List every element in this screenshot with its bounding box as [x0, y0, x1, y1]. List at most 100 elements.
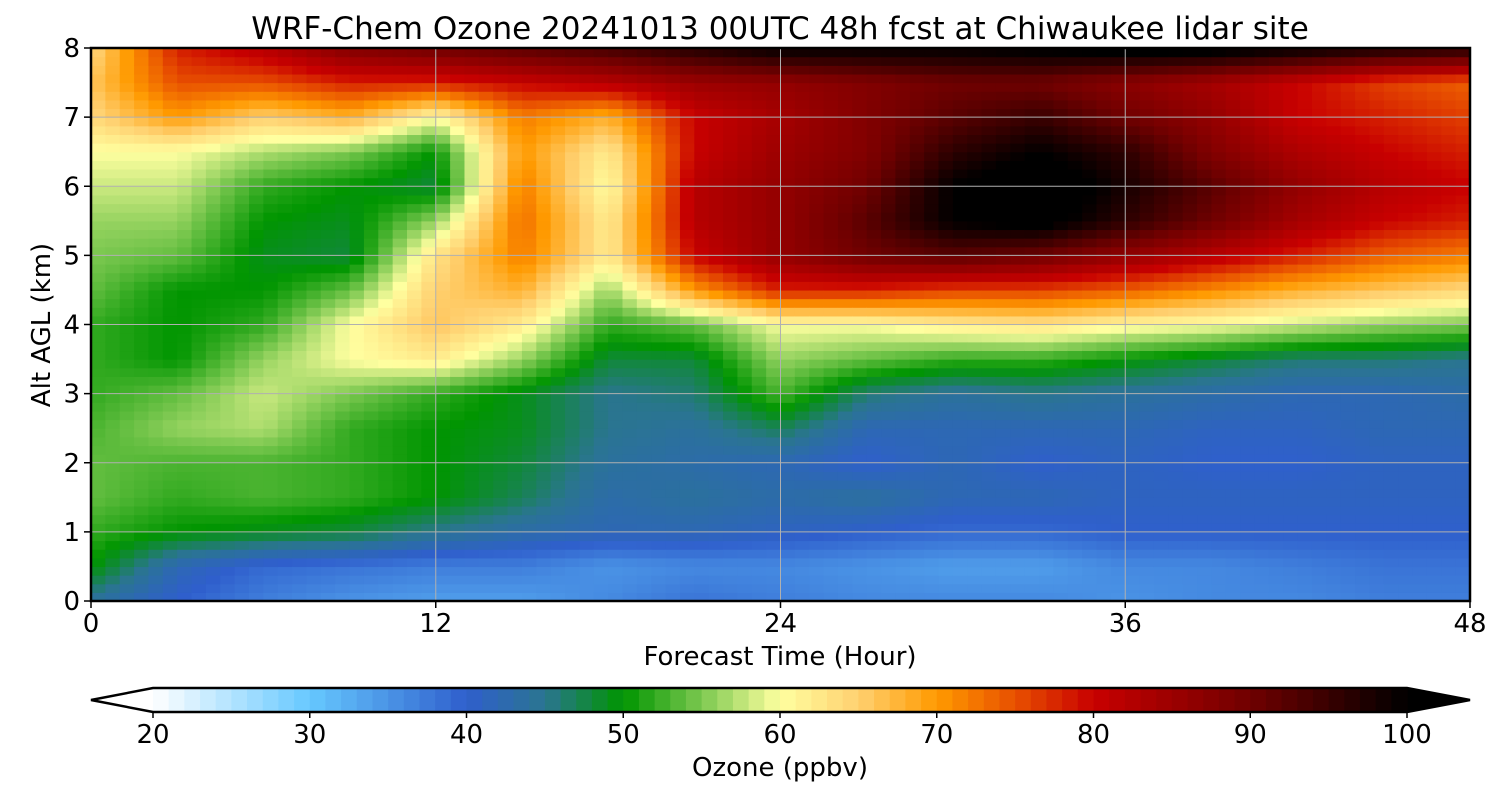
heatmap-cell	[1153, 99, 1169, 110]
heatmap-cell	[593, 307, 609, 317]
heatmap-cell	[837, 134, 853, 144]
heatmap-cell	[493, 359, 509, 369]
heatmap-cell	[708, 151, 724, 161]
heatmap-cell	[938, 350, 954, 360]
heatmap-cell	[1125, 575, 1141, 585]
heatmap-cell	[119, 281, 135, 291]
heatmap-cell	[349, 212, 365, 222]
heatmap-cell	[249, 454, 264, 464]
heatmap-cell	[1024, 82, 1040, 92]
heatmap-cell	[794, 350, 810, 360]
heatmap-cell	[550, 410, 566, 421]
heatmap-cell	[148, 341, 164, 352]
heatmap-cell	[507, 264, 523, 274]
heatmap-cell	[780, 505, 796, 516]
heatmap-cell	[565, 177, 580, 187]
heatmap-cell	[191, 359, 207, 369]
heatmap-cell	[780, 125, 796, 136]
heatmap-cell	[306, 91, 322, 101]
heatmap-cell	[622, 220, 638, 231]
heatmap-cell	[464, 410, 480, 421]
heatmap-cell	[1010, 384, 1026, 395]
heatmap-cell	[1153, 65, 1169, 75]
heatmap-cell	[292, 220, 308, 231]
heatmap-cell	[205, 220, 221, 231]
heatmap-cell	[1168, 289, 1184, 300]
heatmap-cell	[1197, 264, 1213, 274]
heatmap-cell	[493, 48, 509, 58]
heatmap-cell	[837, 410, 853, 421]
heatmap-cell	[1153, 454, 1169, 464]
heatmap-cell	[866, 307, 882, 317]
heatmap-cell	[450, 436, 466, 447]
heatmap-cell	[866, 583, 882, 593]
heatmap-cell	[1010, 324, 1026, 334]
heatmap-cell	[852, 289, 868, 300]
heatmap-cell	[794, 99, 810, 110]
heatmap-cell	[320, 298, 336, 308]
heatmap-cell	[694, 73, 710, 84]
heatmap-cell	[105, 350, 121, 360]
heatmap-cell	[636, 592, 652, 601]
heatmap-cell	[852, 298, 868, 308]
heatmap-cell	[335, 445, 351, 455]
heatmap-cell	[1010, 523, 1026, 533]
heatmap-cell	[794, 557, 810, 568]
heatmap-cell	[823, 255, 839, 265]
heatmap-cell	[679, 359, 695, 369]
heatmap-cell	[1125, 177, 1141, 187]
heatmap-cell	[493, 246, 509, 256]
heatmap-cell	[679, 82, 695, 92]
heatmap-cell	[1110, 315, 1126, 326]
heatmap-cell	[550, 462, 566, 472]
heatmap-cell	[335, 497, 351, 507]
heatmap-cell	[277, 65, 293, 75]
heatmap-cell	[651, 168, 667, 179]
heatmap-cell	[407, 505, 422, 516]
heatmap-cell	[91, 281, 106, 291]
heatmap-cell	[1153, 549, 1169, 559]
heatmap-cell	[407, 454, 422, 464]
heatmap-cell	[809, 531, 825, 542]
heatmap-cell	[191, 151, 207, 161]
heatmap-cell	[1182, 462, 1198, 472]
heatmap-cell	[550, 229, 566, 239]
heatmap-cell	[895, 73, 911, 84]
heatmap-cell	[105, 125, 121, 136]
heatmap-cell	[507, 246, 523, 256]
heatmap-cell	[205, 419, 221, 429]
heatmap-cell	[895, 91, 911, 101]
heatmap-cell	[1153, 272, 1169, 282]
heatmap-cell	[521, 212, 537, 222]
heatmap-cell	[823, 324, 839, 334]
heatmap-cell	[335, 410, 351, 421]
heatmap-cell	[119, 160, 135, 170]
heatmap-cell	[478, 289, 494, 300]
heatmap-cell	[852, 272, 868, 282]
heatmap-cell	[392, 315, 408, 326]
heatmap-cell	[148, 194, 164, 205]
heatmap-cell	[1039, 168, 1055, 179]
heatmap-cell	[407, 514, 422, 524]
heatmap-cell	[852, 428, 868, 438]
heatmap-cell	[938, 117, 954, 127]
heatmap-cell	[450, 298, 466, 308]
heatmap-cell	[579, 108, 595, 118]
heatmap-cell	[119, 471, 135, 481]
heatmap-cell	[220, 350, 236, 360]
heatmap-cell	[737, 56, 753, 66]
heatmap-cell	[809, 134, 825, 144]
heatmap-cell	[995, 125, 1011, 136]
heatmap-cell	[1125, 125, 1141, 136]
heatmap-cell	[1082, 436, 1098, 447]
heatmap-cell	[148, 117, 164, 127]
heatmap-cell	[679, 402, 695, 412]
heatmap-cell	[651, 359, 667, 369]
heatmap-cell	[435, 514, 451, 524]
heatmap-cell	[191, 56, 207, 66]
heatmap-cell	[191, 281, 207, 291]
heatmap-cell	[895, 505, 911, 516]
heatmap-cell	[421, 125, 437, 136]
heatmap-cell	[1067, 238, 1083, 248]
heatmap-cell	[924, 523, 940, 533]
